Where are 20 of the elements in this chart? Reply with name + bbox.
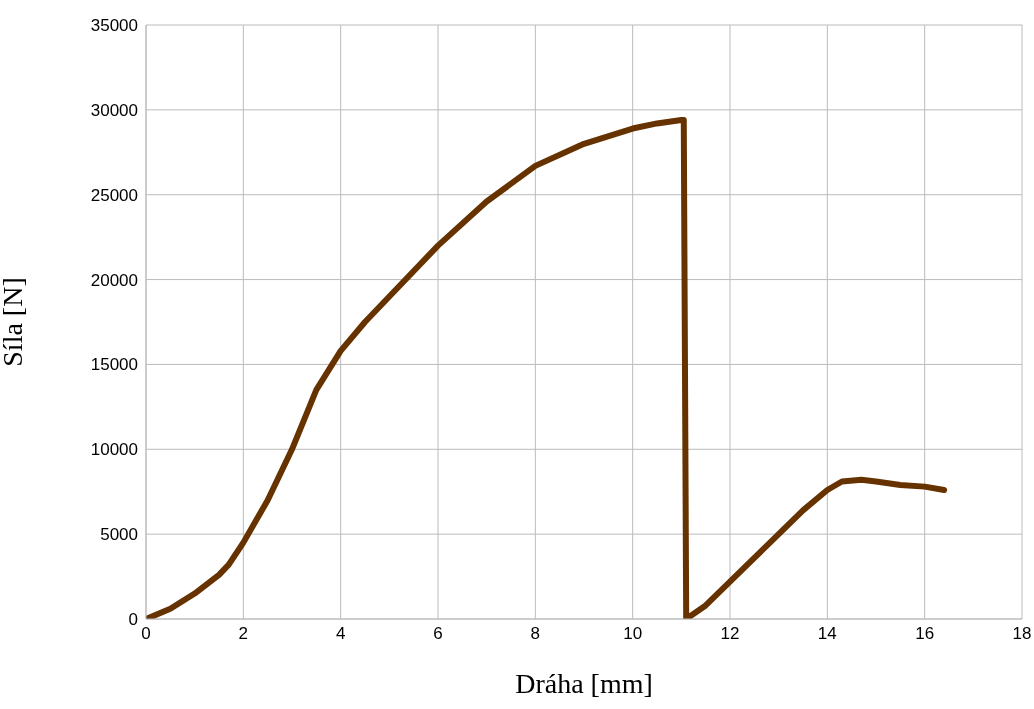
y-tick-label: 35000 bbox=[90, 16, 138, 36]
x-tick-label: 16 bbox=[915, 624, 935, 644]
y-tick-label: 10000 bbox=[90, 440, 138, 460]
x-tick-label: 2 bbox=[238, 624, 249, 644]
x-tick-label: 14 bbox=[817, 624, 837, 644]
x-tick-label: 18 bbox=[1012, 624, 1032, 644]
x-tick-label: 4 bbox=[335, 624, 346, 644]
x-tick-label: 0 bbox=[141, 624, 151, 644]
y-tick-label: 0 bbox=[128, 610, 138, 630]
x-tick-label: 8 bbox=[530, 624, 541, 644]
y-tick-label: 15000 bbox=[90, 355, 138, 375]
x-tick-label: 10 bbox=[623, 624, 643, 644]
x-axis-title: Dráha [mm] bbox=[515, 668, 653, 699]
y-axis-title: Síla [N] bbox=[0, 277, 28, 367]
y-tick-label: 5000 bbox=[100, 525, 138, 545]
x-tick-label: 12 bbox=[720, 624, 740, 644]
y-tick-label: 20000 bbox=[90, 270, 138, 290]
x-tick-label: 6 bbox=[433, 624, 443, 644]
y-tick-label: 25000 bbox=[90, 185, 138, 205]
y-tick-label: 30000 bbox=[90, 100, 138, 120]
